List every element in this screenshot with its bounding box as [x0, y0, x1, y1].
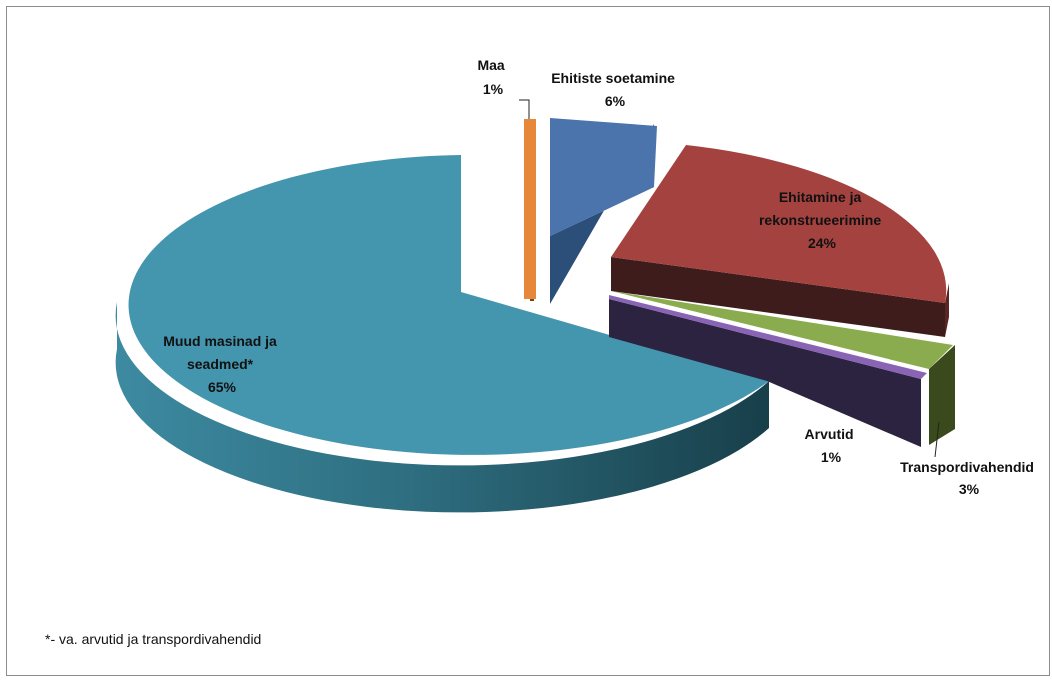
leader-maa [519, 99, 530, 119]
slice-muud-masinad-side [115, 302, 770, 513]
slice-muud-masinad [115, 155, 770, 513]
slice-maa [524, 119, 536, 301]
slice-transpordivahendid [611, 291, 955, 445]
slice-arvutid-side [609, 299, 921, 447]
slice-arvutid [609, 295, 927, 447]
slice-ehitiste-soetamine [550, 118, 657, 304]
slice-ehitamine-cut-left [611, 257, 945, 337]
chart-frame: Maa 1% Ehitiste soetamine 6% Ehitamine j… [6, 6, 1050, 676]
slice-ehitamine [611, 145, 949, 337]
footnote: *- va. arvutid ja transpordivahendid [45, 631, 262, 647]
label-ehitiste-soetamine: Ehitiste soetamine 6% [551, 70, 679, 109]
slice-transpordivahendid-top [611, 291, 953, 369]
label-muud-masinad: Muud masinad ja seadmed* 65% [163, 333, 280, 395]
slice-ehitiste-soetamine-top [550, 118, 657, 236]
slice-maa-top [524, 119, 536, 299]
leader-transpordivahendid [934, 421, 940, 458]
slice-arvutid-top [609, 295, 927, 379]
slice-muud-masinad-top [128, 155, 770, 455]
label-transpordivahendid: Transpordivahendid 3% [900, 459, 1038, 497]
slice-transpordivahendid-side [929, 345, 955, 445]
slice-ehitamine-top [611, 145, 947, 303]
slice-ehitamine-side [945, 283, 949, 337]
pie-chart: Maa 1% Ehitiste soetamine 6% Ehitamine j… [115, 57, 1038, 513]
label-maa: Maa 1% [477, 57, 508, 97]
label-arvutid: Arvutid 1% [805, 426, 858, 465]
label-ehitamine: Ehitamine ja rekonstrueerimine 24% [759, 189, 885, 251]
